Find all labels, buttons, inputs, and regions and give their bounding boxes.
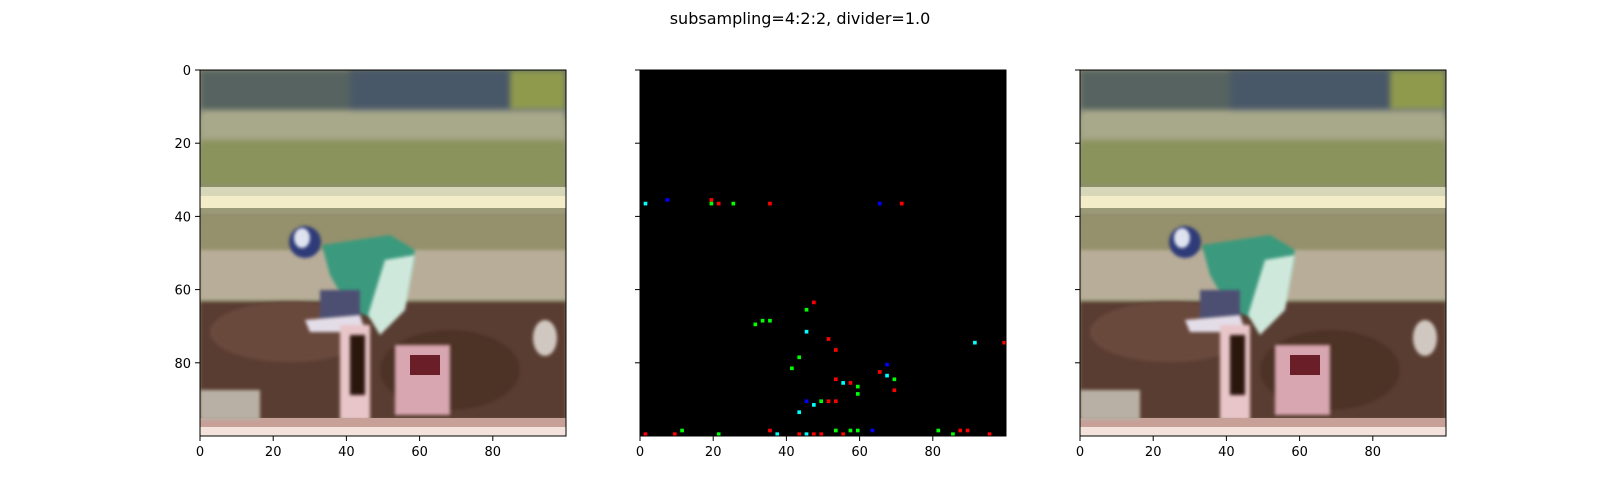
x-tick-label: 60 xyxy=(411,445,428,460)
y-tick-label: 80 xyxy=(174,357,191,372)
difference-pixel xyxy=(797,355,802,360)
difference-pixel xyxy=(819,432,823,436)
difference-pixel xyxy=(899,201,904,206)
difference-pixel xyxy=(643,201,648,206)
x-tick-label: 80 xyxy=(1365,445,1382,460)
difference-pixel xyxy=(841,381,845,385)
difference-pixel xyxy=(1002,340,1006,345)
x-tick-label: 0 xyxy=(636,445,644,460)
x-tick-label: 40 xyxy=(1218,445,1235,460)
difference-pixel xyxy=(855,384,860,389)
axes-frame-right xyxy=(1079,69,1447,437)
difference-pixel xyxy=(833,348,838,352)
difference-pixel xyxy=(833,399,838,404)
x-tick-label: 80 xyxy=(925,445,942,460)
difference-pixel xyxy=(665,198,670,202)
x-tick-label: 40 xyxy=(338,445,355,460)
difference-pixel xyxy=(951,432,955,436)
difference-pixel xyxy=(643,432,648,436)
difference-pixel xyxy=(812,403,816,407)
difference-points xyxy=(643,198,1006,436)
y-tick-label: 60 xyxy=(174,284,191,299)
panel-right: 0 20 40 60 80 xyxy=(1075,69,1447,460)
difference-pixel xyxy=(892,388,897,393)
difference-pixel xyxy=(848,381,853,385)
difference-pixel xyxy=(833,428,838,433)
x-tick-label: 60 xyxy=(851,445,868,460)
difference-pixel xyxy=(958,428,963,433)
difference-pixel xyxy=(885,362,889,367)
difference-pixel xyxy=(768,318,772,323)
x-tick-label: 0 xyxy=(196,445,204,460)
x-tick-label: 20 xyxy=(1145,445,1162,460)
x-tick-label: 80 xyxy=(485,445,502,460)
difference-pixel xyxy=(709,198,714,202)
difference-pixel xyxy=(680,428,684,433)
difference-pixel xyxy=(716,201,721,206)
x-tick-label: 20 xyxy=(705,445,722,460)
difference-pixel xyxy=(841,432,845,436)
figure-title: subsampling=4:2:2, divider=1.0 xyxy=(670,9,931,28)
difference-pixel xyxy=(826,337,831,341)
difference-pixel xyxy=(753,322,758,327)
photo-original xyxy=(200,70,566,436)
difference-pixel xyxy=(797,410,802,415)
difference-pixel xyxy=(936,428,941,433)
difference-pixel xyxy=(987,432,992,436)
difference-pixel xyxy=(870,428,875,433)
difference-pixel xyxy=(855,392,860,396)
difference-pixel xyxy=(804,307,809,312)
difference-pixel xyxy=(877,201,882,206)
difference-pixel xyxy=(731,201,736,206)
panel-middle: 0 20 40 60 80 xyxy=(635,69,1007,460)
difference-pixel xyxy=(804,399,809,404)
difference-pixel xyxy=(877,370,882,374)
panel-left: 0 20 40 60 80 0 20 40 60 80 xyxy=(174,64,567,460)
difference-pixel xyxy=(892,377,897,382)
ticks-middle: 0 20 40 60 80 xyxy=(635,69,942,460)
difference-pixel xyxy=(797,432,802,436)
y-tick-label: 0 xyxy=(183,64,191,79)
axes-frame-middle xyxy=(639,69,1007,437)
difference-pixel xyxy=(804,432,809,436)
difference-pixel xyxy=(973,340,977,345)
difference-pixel xyxy=(790,366,794,371)
difference-pixel xyxy=(760,318,765,323)
difference-pixel xyxy=(826,399,831,404)
difference-pixel xyxy=(848,428,853,433)
ticks-left: 0 20 40 60 80 0 20 40 60 80 xyxy=(174,64,501,460)
x-tick-label: 40 xyxy=(778,445,795,460)
x-tick-label: 0 xyxy=(1076,445,1084,460)
difference-pixel xyxy=(768,428,772,433)
difference-pixel xyxy=(672,432,677,436)
difference-pixel xyxy=(768,201,772,206)
y-tick-label: 40 xyxy=(174,210,191,225)
difference-pixel xyxy=(812,432,816,436)
x-tick-label: 20 xyxy=(265,445,282,460)
difference-pixel xyxy=(855,428,860,433)
difference-pixel xyxy=(804,329,809,334)
difference-pixel xyxy=(709,201,714,206)
photo-reconstructed xyxy=(1080,70,1446,436)
difference-pixel xyxy=(885,373,889,378)
axes-frame-left xyxy=(199,69,567,437)
difference-pixel xyxy=(716,432,721,436)
y-tick-label: 20 xyxy=(174,137,191,152)
difference-pixel xyxy=(819,399,823,404)
difference-pixel xyxy=(812,300,816,305)
x-tick-label: 60 xyxy=(1291,445,1308,460)
difference-map-background xyxy=(640,70,1006,436)
difference-pixel xyxy=(833,377,838,382)
difference-pixel xyxy=(965,428,970,433)
difference-pixel xyxy=(775,432,780,436)
ticks-right: 0 20 40 60 80 xyxy=(1075,69,1382,460)
